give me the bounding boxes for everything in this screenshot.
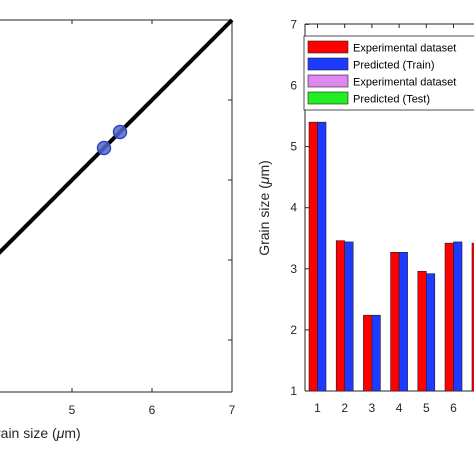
left-gridless-plot-area [0,20,232,392]
y-tick-label: 4 [290,201,297,215]
bar-predicted-train [425,273,436,392]
scatter-point [112,124,128,140]
bar-clipped [471,242,474,392]
left-x-axis-label: rain size (μm) [0,425,81,441]
bar-experimental [363,314,373,392]
bar-experimental [417,270,427,392]
legend-label: Experimental dataset [353,77,456,89]
legend-label: Predicted (Test) [353,94,430,106]
legend-entries: Experimental dataset Predicted (Train) Exp… [307,40,456,106]
legend-label: Experimental dataset [353,43,456,55]
bar-series [308,121,474,392]
x-tick-label: 5 [69,403,76,417]
legend-swatch [307,57,349,71]
right-panel: 1 2 3 4 5 6 7 1 2 3 4 5 6 Grain size (μm) Experimen… [256,17,474,415]
left-panel: 5 6 7 rain size (μm) [0,18,236,441]
y-tick-label: 7 [290,17,297,31]
bar-experimental [308,121,318,392]
identity-line [0,18,234,255]
legend-swatch [307,91,349,105]
bar-predicted-train [317,121,327,392]
x-tick-label: 3 [369,401,376,415]
x-tick-label: 1 [314,401,321,415]
bar-predicted-train [344,241,354,392]
x-tick-label: 7 [229,403,236,417]
legend: Experimental dataset Predicted (Train) Exp… [303,35,474,111]
legend-label: Predicted (Train) [353,60,435,72]
y-tick-label: 2 [290,323,297,337]
x-tick-label: 4 [396,401,403,415]
scatter-point [96,140,112,156]
bar-experimental [335,240,346,392]
bar-experimental [444,242,454,392]
bar-predicted-train [398,252,408,392]
x-tick-label: 2 [341,401,348,415]
y-tick-label: 1 [290,384,297,398]
y-tick-label: 6 [290,79,297,93]
scatter-points [96,124,128,156]
bar-predicted-train [371,314,381,392]
legend-swatch [307,40,349,54]
x-tick-label: 6 [149,403,156,417]
right-y-ticks: 1 2 3 4 5 6 7 [290,17,309,398]
x-tick-label: 6 [450,401,457,415]
bar-experimental [390,252,400,392]
x-tick-label: 5 [423,401,430,415]
legend-swatch [307,74,349,88]
y-tick-label: 5 [290,140,297,154]
bar-predicted-train [453,241,463,392]
y-tick-label: 3 [290,262,297,276]
right-y-axis-label: Grain size (μm) [256,160,272,256]
